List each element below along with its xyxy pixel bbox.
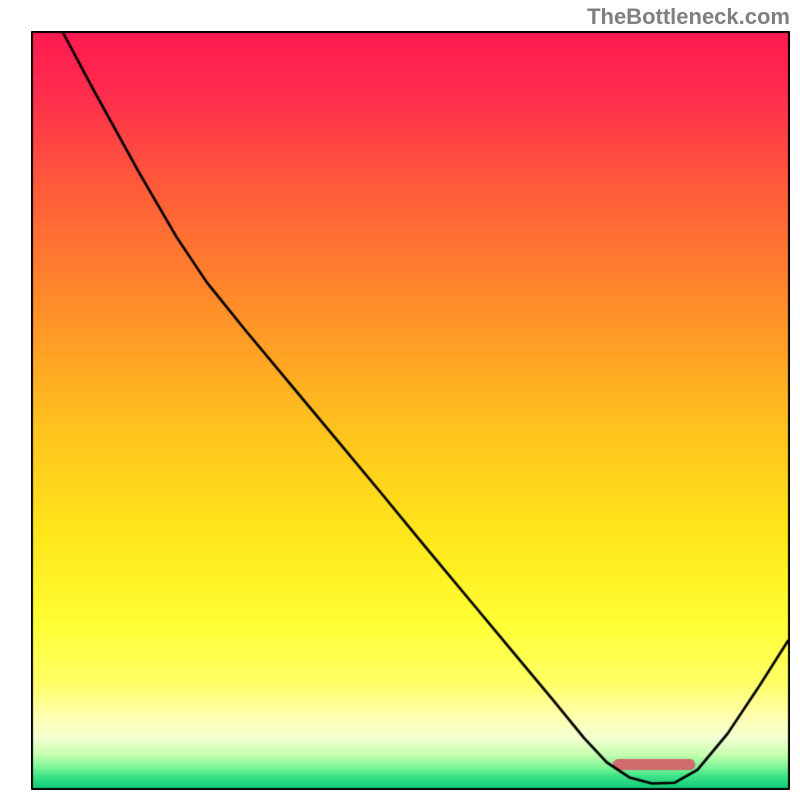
watermark-text: TheBottleneck.com	[587, 4, 790, 30]
chart-stage: TheBottleneck.com	[0, 0, 800, 800]
plot-canvas	[31, 31, 790, 790]
plot-area	[31, 31, 790, 790]
